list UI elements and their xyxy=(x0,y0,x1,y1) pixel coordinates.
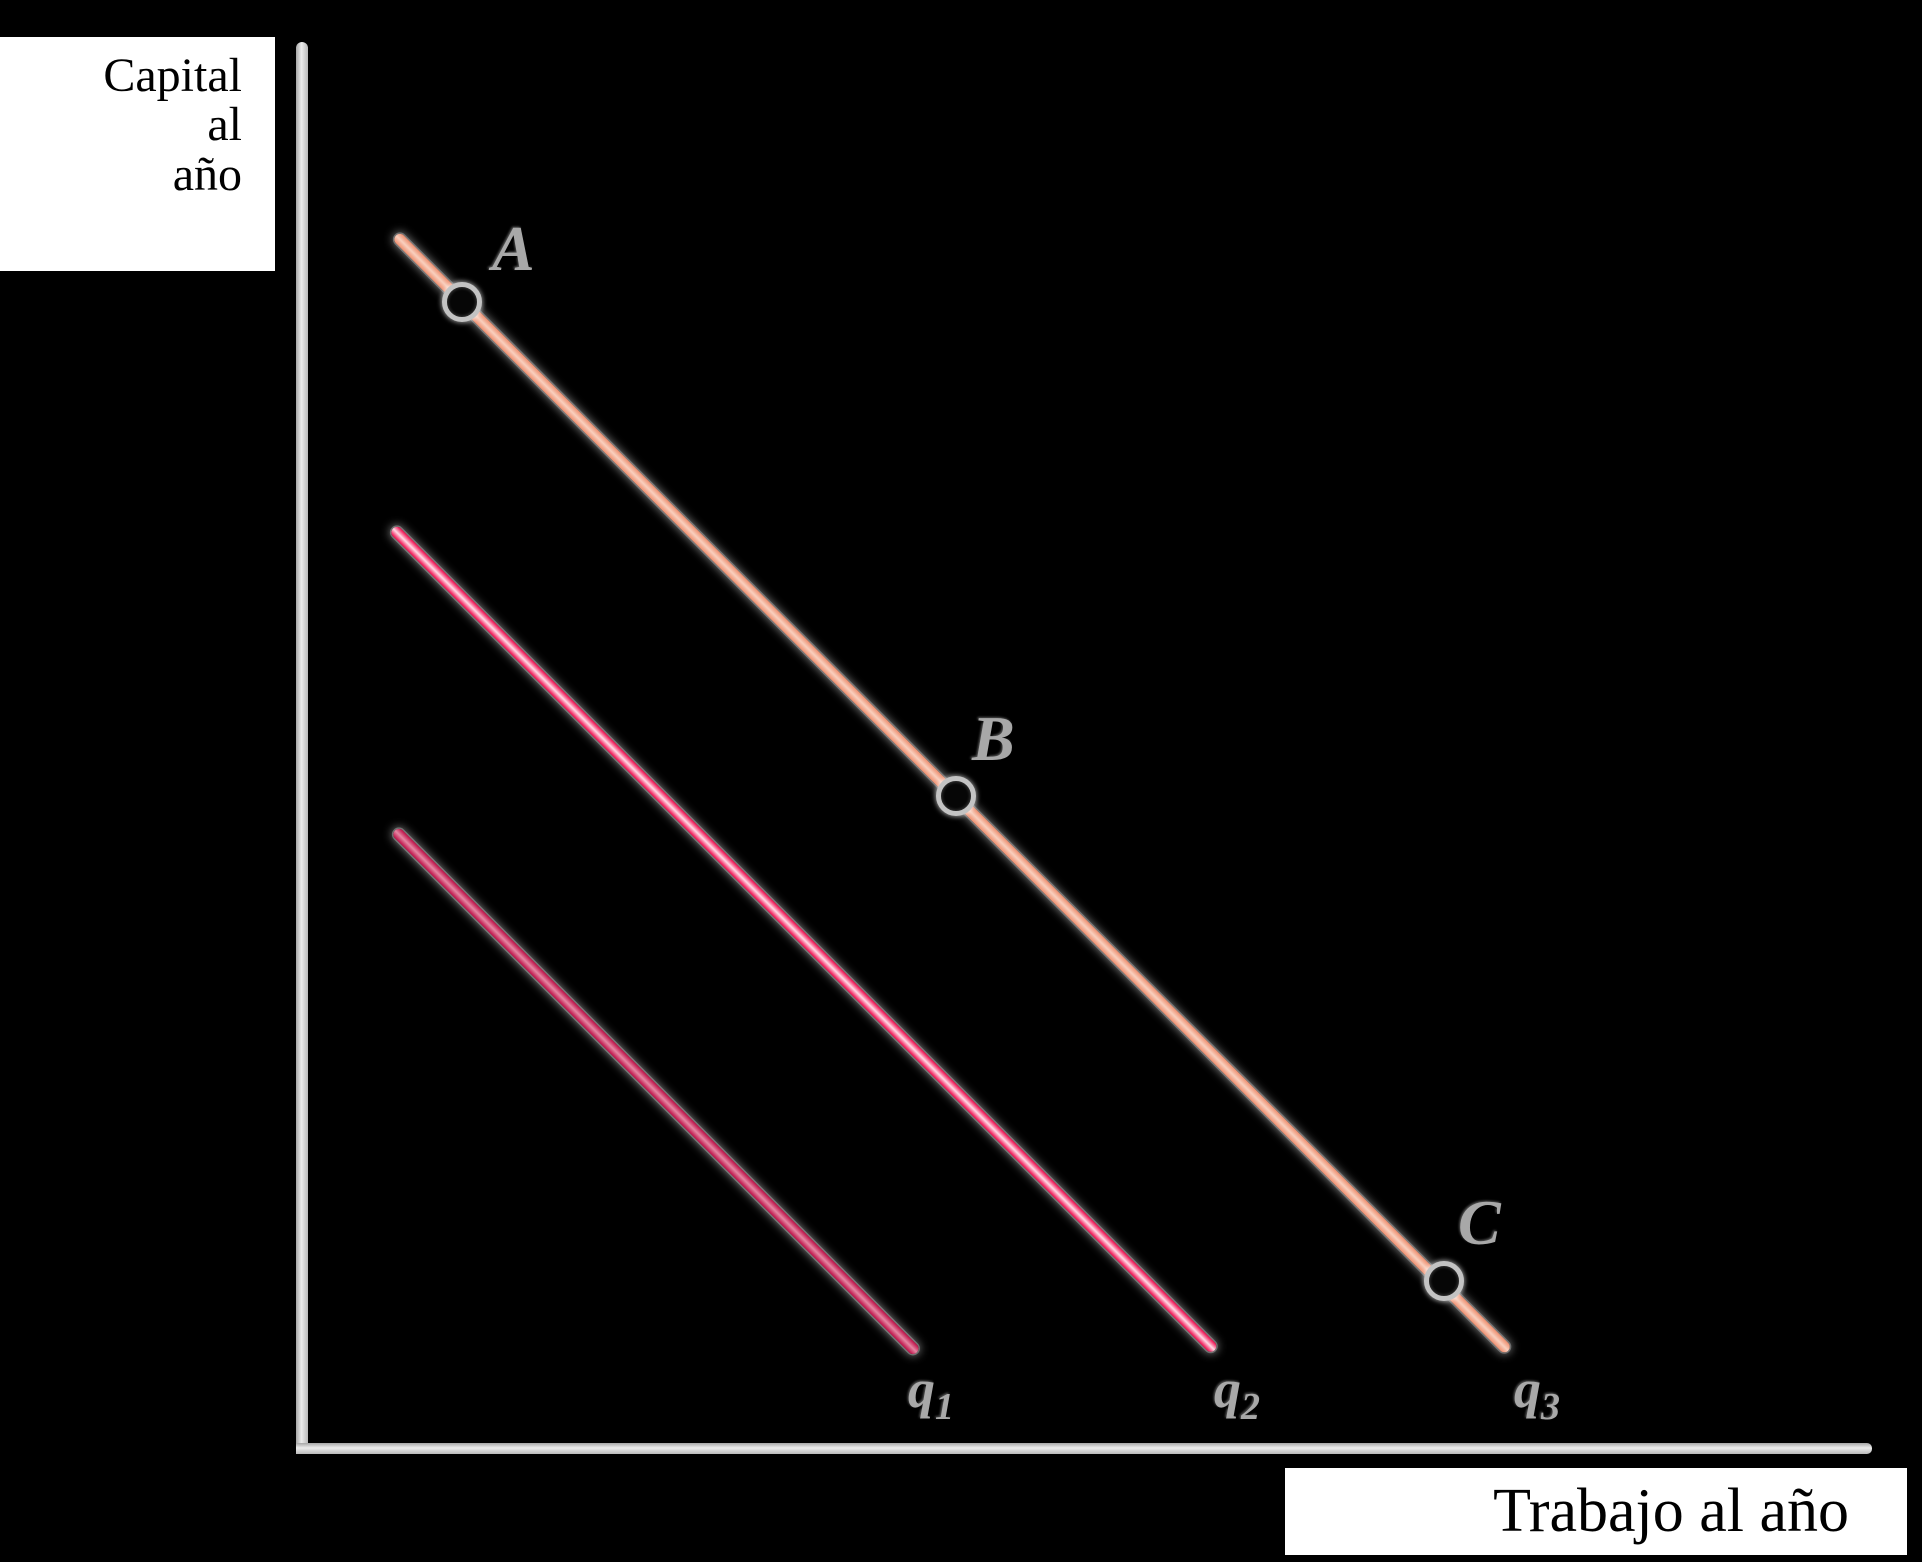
y-axis-label-box: Capital al año xyxy=(0,37,275,271)
point-marker-C xyxy=(1424,1261,1464,1301)
point-marker-B xyxy=(936,776,976,816)
x-axis-label: Trabajo al año xyxy=(1493,1477,1849,1545)
isoquant-label-subscript-q2: 2 xyxy=(1241,1385,1260,1428)
isoquant-label-subscript-q1: 1 xyxy=(935,1385,954,1428)
isoquant-label-base-q3: q xyxy=(1514,1359,1541,1419)
isoquant-label-q3: q3 xyxy=(1514,1358,1560,1426)
isoquant-line-q1 xyxy=(391,826,921,1356)
x-axis-line xyxy=(296,1443,1872,1454)
isoquant-label-base-q1: q xyxy=(908,1359,935,1419)
point-label-A: A xyxy=(492,213,535,284)
y-axis-label-line-1: Capital xyxy=(103,49,242,102)
y-axis-label-line-2: al xyxy=(207,98,242,152)
point-marker-A xyxy=(442,282,482,322)
isoquant-label-q1: q1 xyxy=(908,1358,954,1426)
point-label-C: C xyxy=(1458,1187,1501,1258)
isoquant-label-q2: q2 xyxy=(1214,1358,1260,1426)
isoquant-label-subscript-q3: 3 xyxy=(1541,1385,1560,1428)
point-label-B: B xyxy=(972,703,1015,774)
isoquant-label-base-q2: q xyxy=(1214,1359,1241,1419)
y-axis-label-line-3: año xyxy=(172,147,242,201)
y-axis-line xyxy=(296,42,308,1454)
x-axis-label-box: Trabajo al año xyxy=(1285,1468,1907,1555)
